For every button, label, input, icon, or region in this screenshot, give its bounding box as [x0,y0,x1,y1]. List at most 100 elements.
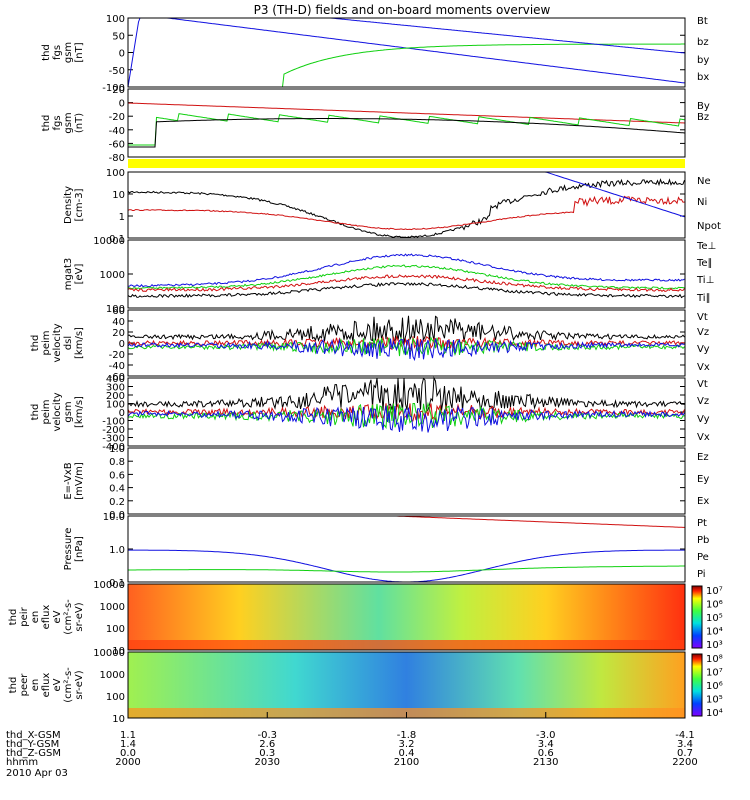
legend-Ti⊥: Ti⊥ [696,275,714,286]
ytick-label: 100 [106,14,125,25]
xaxis-value: 2.6 [259,739,275,750]
xaxis-value: 0.4 [399,748,415,759]
legend-Npot: Npot [697,221,721,232]
ylabel-fgs_gsm: [nT] [74,42,85,62]
ylabel-ion_spec: peir [19,606,30,626]
legend-Vt: Vt [697,312,708,323]
legend-Te∥: Te∥ [696,258,713,269]
ytick-label: 10 [112,714,125,725]
panel-frame [127,171,686,239]
xaxis-value: 1.4 [120,739,136,750]
ytick-label: 20 [112,85,125,96]
series-pe [128,565,685,573]
series-vx [127,405,685,433]
series-vt [127,376,685,414]
xaxis-value: 2200 [672,757,697,768]
legend-bz: bz [697,37,709,48]
ylabel-fgs_gsm2: gsm [63,112,74,133]
panel-fgs_gsm: thd fgs gsm [nT] 100 50 0 -50 -100 Bt bz by bx [41,14,709,94]
ylabel-temp: mgat3 [63,258,74,291]
xaxis-value: -3.0 [536,730,556,741]
legend-by: by [697,55,709,66]
series-pi [128,549,685,583]
colorbar-label: 10⁴ [706,708,723,719]
legend-Ti∥: Ti∥ [696,293,711,304]
ylabel-ion_spec: sr-eV) [74,602,85,631]
ylabel-fgs_gsm: gsm [63,42,74,63]
legend-Bt: Bt [697,16,708,27]
xaxis-value: 1.1 [120,730,136,741]
ylabel-velocity_i: [km/s] [74,396,85,428]
xaxis-row-label: thd_X-GSM [6,730,61,741]
series-ti-par [127,264,685,290]
ytick-label: 10000 [93,648,125,659]
ytick-label: 100 [106,400,125,411]
panel-density: Density [cm-3] 100 10 1 0.1 Ne Ni Npot [63,168,721,245]
ytick-label: -20 [109,350,125,361]
colorbar [691,585,703,649]
ytick-label: 0.6 [109,470,125,481]
panel-ion_spec: thd peir en eflux eV (cm²-s-sr-eV) 10000 1000 10… [8,580,723,657]
colorbar-label: 10⁸ [706,654,723,665]
series-te-perp [127,274,685,292]
ylabel-density: [cm-3] [74,188,85,221]
ylabel-pressure: Pressure [63,528,74,571]
legend-Vy: Vy [697,414,710,425]
series-pb [128,515,685,528]
ytick-label: 100 [106,168,125,179]
spectrogram [128,584,685,650]
ylabel-fgs_gsm2: (nT) [74,113,85,133]
ytick-label: 10 [112,646,125,657]
ytick-label: 0 [119,339,125,350]
legend-Pb: Pb [697,535,709,546]
ytick-label: 100 [106,624,125,635]
ytick-label: 1.0 [109,444,125,455]
xaxis-value: 2100 [394,757,419,768]
xaxis-value: 2030 [255,757,280,768]
ylabel-pressure: [nPa] [74,536,85,562]
series-ti-perp [127,253,685,288]
ytick-label: -50 [109,66,125,77]
xaxis-value: 2000 [115,757,140,768]
ytick-label: 40 [112,317,125,328]
xaxis-value: 0.7 [677,748,693,759]
ytick-label: -60 [109,139,125,150]
legend-Vz: Vz [697,327,709,338]
legend-Vz: Vz [697,396,709,407]
ytick-label: 0.4 [109,484,125,495]
colorbar-label: 10⁷ [706,586,723,597]
ytick-label: -400 [102,442,125,453]
ytick-label: 300 [106,383,125,394]
ylabel-elec_spec: eV [52,678,63,691]
ylabel-velocity_i: gsm [63,401,74,422]
colorbar-label: 10⁶ [706,600,723,611]
panel-velocity_i: thd peim velocity gsm [km/s] 4003002001000-10… [30,374,710,453]
ylabel-ion_spec: (cm²-s- [63,599,74,635]
legend-Pi: Pi [697,569,706,580]
panel-frame [127,239,686,309]
ytick-label: 60 [112,306,125,317]
ylabel-temp: [eV] [74,264,85,285]
ylabel-fgs_gsm: fgs [52,45,63,60]
ytick-label: 1000 [100,602,125,613]
legend-Bz: Bz [697,112,709,123]
legend-Vx: Vx [697,432,710,443]
colorbar-label: 10³ [706,640,723,651]
ytick-label: 1000 [100,670,125,681]
xaxis-row-label: thd_Z-GSM [6,748,61,759]
colorbar-label: 10⁷ [706,668,723,679]
panel-velocity_e: thd peim velocity dsl [km/s] 6040200-20-40-60… [30,306,710,383]
series-vt [127,315,685,344]
panel-frame [127,583,686,651]
panel-frame [127,377,686,447]
panel-frame [127,447,686,515]
ylabel-elec_spec: en [30,679,41,692]
series-by [128,43,685,88]
ylabel-elec_spec: sr-eV) [74,670,85,699]
legend-Ez: Ez [697,452,709,463]
ylabel-elec_spec: peer [19,673,30,697]
xaxis-row-label: hhmm [6,757,38,768]
ytick-label: 0.1 [109,578,125,589]
